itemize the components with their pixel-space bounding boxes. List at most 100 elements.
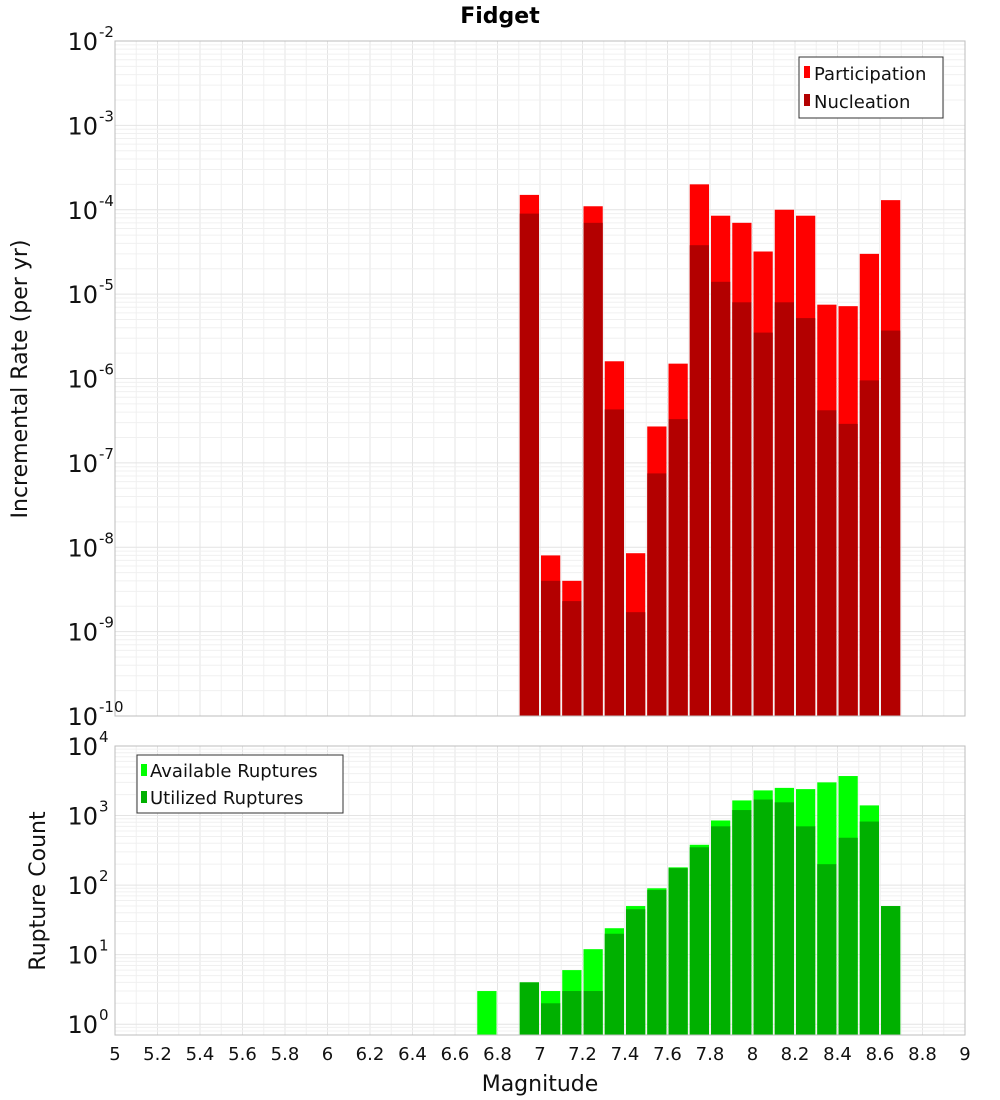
chart-title: Fidget: [460, 4, 540, 29]
rate-y-tick-base: 10: [67, 197, 98, 225]
count-bar-utilized-ruptures: [562, 991, 582, 1035]
count-bar-utilized-ruptures: [668, 868, 688, 1035]
rate-bar-nucleation: [753, 332, 773, 716]
rate-y-tick-label: 10 -5: [67, 276, 114, 309]
rate-legend: Participation Nucleation: [798, 56, 944, 119]
count-bar-utilized-ruptures: [689, 847, 709, 1035]
rate-y-tick-label: 10 -4: [67, 192, 114, 225]
participation-legend-label: Participation: [814, 64, 926, 85]
rate-panel: 10-210-310-410-510-610-710-810-910-10 In…: [8, 23, 966, 731]
count-bar-utilized-ruptures: [838, 837, 858, 1035]
count-y-tick-label: 10 1: [67, 937, 108, 970]
x-tick-label: 6.6: [441, 1044, 470, 1065]
rate-bar-nucleation: [838, 423, 858, 716]
x-tick-label: 7: [534, 1044, 545, 1065]
count-y-tick-base: 10: [67, 803, 98, 831]
x-tick-label: 6.8: [483, 1044, 512, 1065]
rate-y-tick-base: 10: [67, 366, 98, 394]
rate-y-tick-exponent: -4: [99, 192, 114, 210]
count-y-axis-title: Rupture Count: [26, 811, 51, 971]
rate-bar-nucleation: [583, 222, 603, 716]
count-y-tick-label: 10 0: [67, 1006, 108, 1039]
x-tick-label: 5.6: [228, 1044, 257, 1065]
rate-bar-nucleation: [562, 601, 582, 716]
count-y-tick-base: 10: [67, 872, 98, 900]
rate-y-tick-base: 10: [67, 112, 98, 140]
x-tick-label: 7.2: [568, 1044, 597, 1065]
count-y-tick-label: 10 4: [67, 728, 108, 761]
count-y-tick-label: 10 3: [67, 798, 108, 831]
rate-y-tick-label: 10 -7: [67, 445, 114, 478]
rate-bar-nucleation: [774, 302, 794, 716]
rate-y-tick-base: 10: [67, 450, 98, 478]
rate-legend-box: [798, 56, 944, 119]
count-bar-available-ruptures: [477, 991, 497, 1035]
rate-y-tick-label: 10 -8: [67, 529, 114, 562]
rate-y-tick-base: 10: [67, 28, 98, 56]
count-bar-utilized-ruptures: [711, 826, 731, 1035]
x-tick-label: 6.4: [398, 1044, 427, 1065]
count-legend: Available Ruptures Utilized Ruptures: [136, 754, 344, 814]
rate-bar-nucleation: [647, 473, 667, 716]
available-legend-swatch: [141, 764, 147, 776]
x-tick-label: 9: [959, 1044, 970, 1065]
count-bar-utilized-ruptures: [732, 810, 752, 1035]
rate-bar-nucleation: [668, 419, 688, 716]
x-tick-label: 5.8: [271, 1044, 300, 1065]
count-y-tick-base: 10: [67, 942, 98, 970]
magnitude-x-axis: 5 5.2 5.4 5.6 5.8 6 6.2 6.4 6.6 6.8 7 7.2 7.4 7.6 7.8 8…: [109, 1044, 970, 1065]
count-y-tick-base: 10: [67, 733, 98, 761]
x-tick-label: 8.6: [866, 1044, 895, 1065]
nucleation-legend-label: Nucleation: [814, 92, 910, 113]
rate-bar-nucleation: [881, 330, 901, 716]
rate-bar-nucleation: [859, 380, 879, 716]
rate-y-tick-exponent: -7: [99, 445, 114, 463]
rate-y-tick-base: 10: [67, 281, 98, 309]
count-y-tick-exponent: 0: [99, 1006, 109, 1024]
count-bar-utilized-ruptures: [541, 1003, 561, 1035]
rate-bars: [519, 184, 901, 717]
x-tick-label: 7.8: [696, 1044, 725, 1065]
count-bar-utilized-ruptures: [626, 909, 646, 1035]
rate-y-tick-exponent: -2: [99, 23, 114, 41]
nucleation-legend-swatch: [804, 94, 810, 106]
count-bar-utilized-ruptures: [774, 802, 794, 1035]
rate-grid: [114, 40, 966, 717]
count-y-tick-exponent: 1: [99, 937, 109, 955]
participation-legend-swatch: [804, 66, 810, 78]
rate-y-axis: 10-210-310-410-510-610-710-810-910-10: [67, 23, 123, 731]
rate-y-tick-exponent: -10: [99, 698, 124, 716]
rate-y-tick-exponent: -6: [99, 361, 114, 379]
rate-bar-nucleation: [604, 409, 624, 716]
count-bar-utilized-ruptures: [647, 890, 667, 1035]
x-tick-label: 5.4: [186, 1044, 215, 1065]
count-bar-utilized-ruptures: [583, 991, 603, 1035]
x-tick-label: 8: [747, 1044, 758, 1065]
rate-y-tick-exponent: -9: [99, 614, 114, 632]
rate-bar-nucleation: [541, 580, 561, 716]
rate-y-tick-label: 10 -9: [67, 614, 114, 647]
x-axis-title: Magnitude: [482, 1072, 599, 1097]
count-bar-utilized-ruptures: [817, 864, 837, 1035]
x-tick-label: 6.2: [356, 1044, 385, 1065]
rate-y-tick-exponent: -8: [99, 529, 114, 547]
count-bar-utilized-ruptures: [859, 821, 879, 1035]
x-tick-label: 5.2: [143, 1044, 172, 1065]
rate-y-tick-label: 10 -6: [67, 361, 114, 394]
rate-bar-nucleation: [626, 612, 646, 716]
rate-y-tick-exponent: -5: [99, 276, 114, 294]
count-bar-utilized-ruptures: [881, 906, 901, 1035]
utilized-legend-swatch: [141, 791, 147, 803]
count-y-tick-base: 10: [67, 1011, 98, 1039]
rate-y-tick-base: 10: [67, 534, 98, 562]
rate-bar-nucleation: [711, 281, 731, 716]
rate-y-tick-label: 10 -2: [67, 23, 114, 56]
x-tick-label: 8.2: [781, 1044, 810, 1065]
rate-y-axis-title: Incremental Rate (per yr): [8, 240, 33, 519]
x-tick-label: 7.4: [611, 1044, 640, 1065]
rate-plot-frame: [114, 40, 966, 717]
count-plot-frame: [114, 745, 966, 1036]
